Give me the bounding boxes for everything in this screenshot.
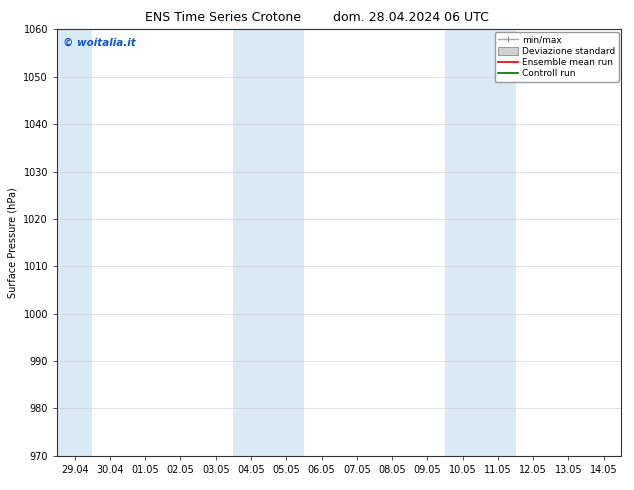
Text: © woitalia.it: © woitalia.it: [63, 38, 136, 48]
Bar: [57, 29, 93, 456]
Bar: [233, 29, 304, 456]
Text: ENS Time Series Crotone        dom. 28.04.2024 06 UTC: ENS Time Series Crotone dom. 28.04.2024 …: [145, 11, 489, 24]
Bar: [445, 29, 515, 456]
Legend: min/max, Deviazione standard, Ensemble mean run, Controll run: min/max, Deviazione standard, Ensemble m…: [495, 32, 619, 82]
Y-axis label: Surface Pressure (hPa): Surface Pressure (hPa): [8, 187, 18, 298]
